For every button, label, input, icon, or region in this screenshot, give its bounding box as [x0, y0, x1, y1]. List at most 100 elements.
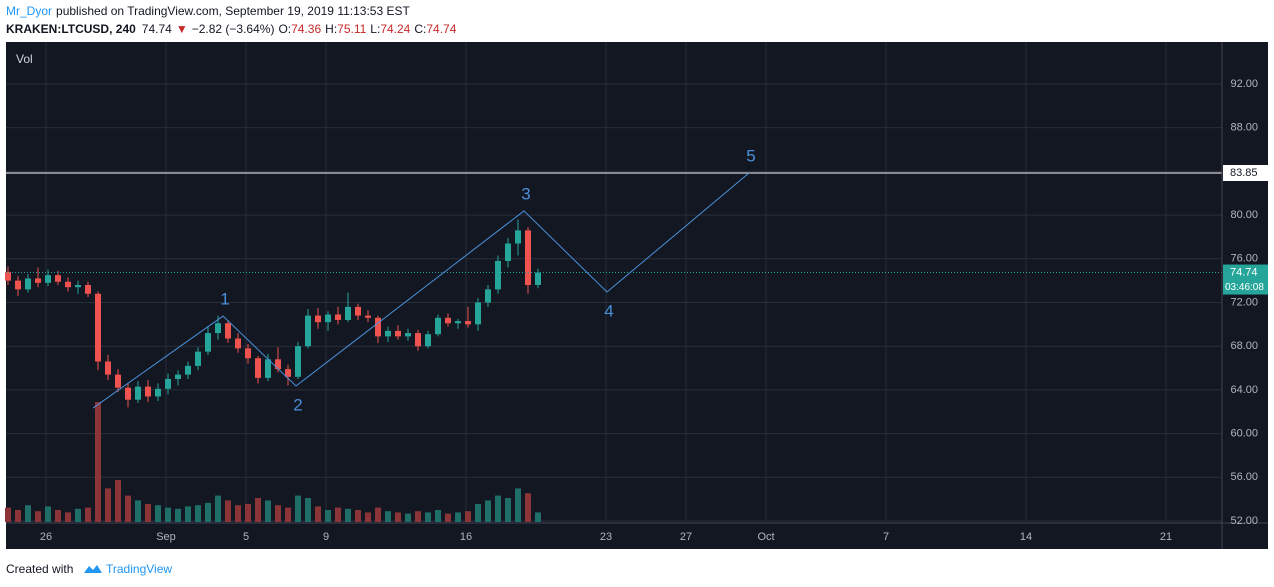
volume-bar: [75, 508, 81, 522]
y-tick-label: 80.00: [1230, 209, 1258, 221]
volume-bar: [115, 480, 121, 522]
volume-bar: [295, 495, 301, 522]
volume-bar: [45, 506, 51, 522]
countdown: 03:46:08: [1225, 282, 1264, 293]
candle-body: [195, 351, 201, 366]
volume-bar: [395, 512, 401, 522]
candle-body: [235, 338, 241, 349]
x-tick-label: 16: [460, 531, 472, 543]
candle-body: [95, 293, 101, 362]
candle-body: [435, 317, 441, 335]
candle-body: [275, 359, 281, 370]
candle-body: [145, 386, 151, 397]
candle-body: [385, 330, 391, 337]
footer-text: Created with: [6, 562, 73, 576]
y-tick-label: 60.00: [1230, 428, 1258, 440]
volume-bar: [515, 488, 521, 522]
candle-body: [65, 281, 71, 288]
candle-body: [365, 315, 371, 318]
volume-bar: [135, 500, 141, 522]
volume-bar: [345, 508, 351, 522]
volume-bar: [465, 511, 471, 522]
candle-body: [395, 330, 401, 337]
candle-body: [75, 285, 81, 288]
ohlc-key: C:: [414, 22, 426, 36]
logo: [84, 565, 102, 573]
chart-background: [6, 42, 1268, 549]
candle-body: [215, 323, 221, 334]
candle-body: [455, 321, 461, 324]
x-tick-label: Oct: [757, 531, 774, 543]
candle-body: [495, 260, 501, 290]
volume-bar: [205, 502, 211, 522]
footer-brand[interactable]: TradingView: [106, 562, 172, 576]
candle-body: [85, 285, 91, 294]
candle-body: [45, 275, 51, 283]
candle-body: [175, 374, 181, 379]
candle-body: [285, 369, 291, 377]
candle-body: [415, 333, 421, 347]
volume-bar: [305, 498, 311, 522]
candle-body: [485, 289, 491, 303]
x-tick-label: 7: [883, 531, 889, 543]
volume-bar: [165, 507, 171, 522]
volume-bar: [255, 498, 261, 522]
y-tick-label: 76.00: [1230, 253, 1258, 265]
volume-bar: [235, 505, 241, 522]
volume-bar: [85, 507, 91, 522]
arrow: ▼: [176, 22, 188, 36]
candle-body: [295, 346, 301, 377]
y-tick-label: 72.00: [1230, 296, 1258, 308]
candle-body: [245, 348, 251, 359]
candle-body: [5, 271, 11, 281]
ohlc-key: H:: [325, 22, 337, 36]
volume-bar: [155, 505, 161, 522]
candle-body: [405, 333, 411, 337]
volume-bar: [375, 507, 381, 522]
symbol-line: KRAKEN:LTCUSD, 240 74.74 ▼ −2.82 (−3.64%) O:…: [6, 22, 457, 36]
volume-bar: [425, 512, 431, 522]
last-price-label: 74.74: [1230, 266, 1258, 278]
candle-body: [445, 317, 451, 324]
volume-bar: [5, 507, 11, 522]
x-tick-label: 27: [680, 531, 692, 543]
change: −2.82 (−3.64%): [192, 22, 275, 36]
volume-bar: [455, 512, 461, 522]
volume-bar: [505, 498, 511, 522]
ohlc-value: 74.36: [291, 22, 321, 36]
x-tick-label: 26: [40, 531, 52, 543]
candle-body: [535, 272, 541, 286]
volume-bar: [445, 513, 451, 522]
volume-bar: [15, 510, 21, 522]
volume-bar: [55, 510, 61, 522]
candle-body: [55, 275, 61, 282]
author[interactable]: Mr_Dyor: [6, 4, 52, 18]
candle-body: [355, 306, 361, 316]
x-tick-label: 9: [323, 531, 329, 543]
volume-bar: [365, 512, 371, 522]
volume-bar: [315, 506, 321, 522]
x-tick-label: 14: [1020, 531, 1032, 543]
candle-body: [25, 278, 31, 290]
volume-bar: [175, 508, 181, 522]
price: 74.74: [142, 22, 172, 36]
volume-bar: [95, 402, 101, 522]
ohlc-value: 74.24: [380, 22, 410, 36]
volume-bar: [475, 504, 481, 522]
x-tick-label: Sep: [156, 531, 176, 543]
candle-body: [205, 333, 211, 352]
candle-body: [335, 314, 341, 320]
y-tick-label: 64.00: [1230, 384, 1258, 396]
volume-bar: [265, 500, 271, 522]
volume-bar: [495, 495, 501, 522]
ohlc-key: L:: [370, 22, 380, 36]
volume-bar: [355, 510, 361, 522]
header-line: Mr_Dyor published on TradingView.com, Sep…: [6, 4, 410, 18]
volume-bar: [25, 505, 31, 522]
y-tick-label: 56.00: [1230, 471, 1258, 483]
volume-bar: [35, 511, 41, 522]
candle-body: [315, 315, 321, 323]
volume-bar: [195, 505, 201, 522]
volume-bar: [225, 500, 231, 522]
